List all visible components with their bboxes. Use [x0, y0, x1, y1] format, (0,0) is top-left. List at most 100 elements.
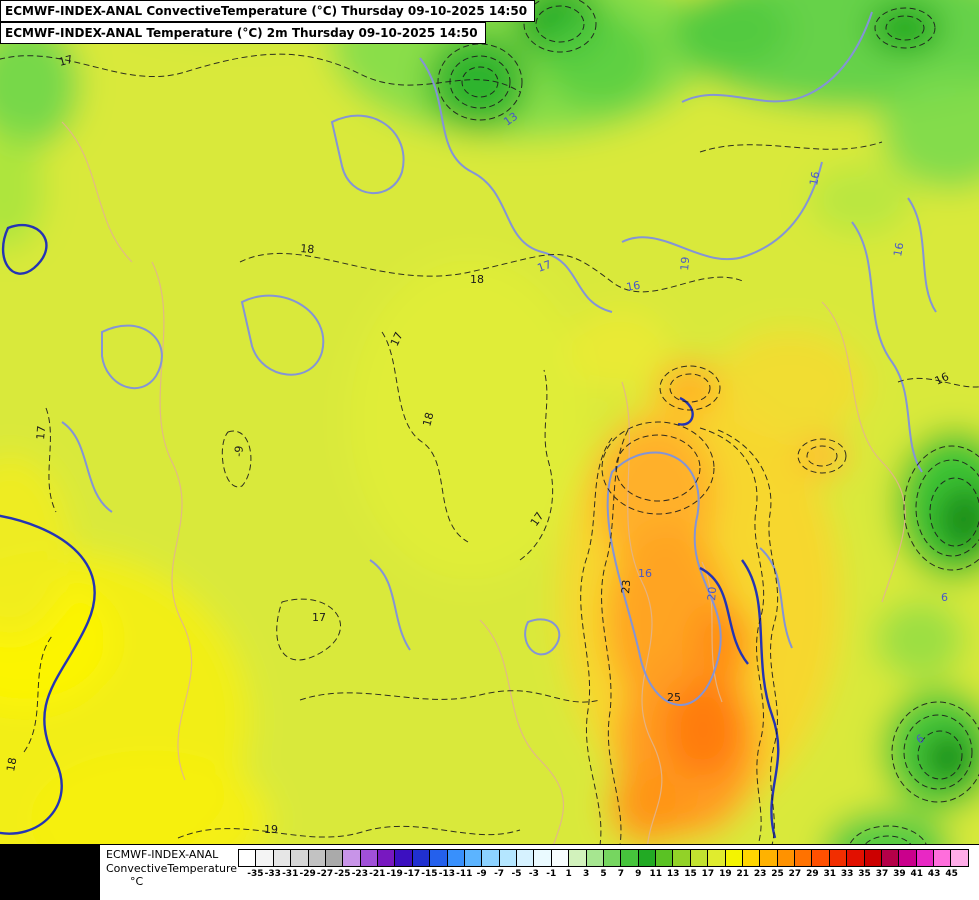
colorbar-tick: -1	[546, 869, 557, 879]
legend-panel: ECMWF-INDEX-ANAL ConvectiveTemperature °…	[100, 844, 979, 900]
title-bar-2m-temperature: ECMWF-INDEX-ANAL Temperature (°C) 2m Thu…	[0, 22, 486, 44]
colorbar-swatch	[551, 850, 570, 866]
contour-label: 17	[34, 425, 48, 440]
colorbar-tick: 7	[617, 869, 625, 879]
colorbar-tick: 27	[788, 869, 802, 879]
colorbar-swatch	[291, 850, 309, 866]
colorbar-tick: 3	[582, 869, 590, 879]
legend-info: ECMWF-INDEX-ANAL ConvectiveTemperature °…	[106, 848, 238, 889]
colorbar-swatch	[343, 850, 361, 866]
colorbar-tick: 31	[823, 869, 837, 879]
colorbar-swatch	[586, 850, 604, 866]
colorbar-tick-labels: -35 -33 -31 -29 -27 -25 -23 -21 -19 -17 -15 -13 -11-…	[238, 867, 969, 881]
colorbar-tick: 45	[945, 869, 958, 879]
colorbar-swatch	[517, 850, 535, 866]
colorbar-tick: -3	[528, 869, 539, 879]
colorbar-swatch	[708, 850, 726, 866]
colorbar-swatch	[325, 850, 344, 866]
colorbar-swatch	[308, 850, 326, 866]
contour-label: 16	[807, 170, 822, 186]
colorbar-swatch	[725, 850, 743, 866]
colorbar-swatch	[847, 850, 865, 866]
legend-corner-spacer	[0, 844, 100, 900]
legend: ECMWF-INDEX-ANAL ConvectiveTemperature °…	[0, 844, 979, 900]
contour-label: 17	[388, 330, 406, 348]
colorbar-tick: 11	[649, 869, 662, 879]
colorbar-tick: -5	[511, 869, 522, 879]
colorbar-swatch	[430, 850, 448, 866]
colorbar-tick: -7	[494, 869, 505, 879]
colorbar-swatch	[482, 850, 500, 866]
colorbar-swatch	[864, 850, 882, 866]
colorbar-swatch	[499, 850, 517, 866]
colorbar-swatch	[951, 850, 968, 866]
colorbar-tick: 25	[771, 869, 784, 879]
legend-unit: °C	[130, 875, 144, 888]
blue-contours	[61, 11, 937, 706]
colorbar-swatch	[638, 850, 656, 866]
colorbar-swatch	[464, 850, 483, 866]
contour-label: 16	[891, 241, 906, 257]
contour-label: 18	[420, 411, 436, 428]
contour-label: 17	[57, 53, 74, 69]
colorbar-tick: -9	[476, 869, 487, 879]
colorbar-tick: 9	[635, 869, 642, 879]
colorbar-swatch	[916, 850, 934, 866]
colorbar-tick: -15	[421, 869, 438, 879]
colorbar-tick: 1	[565, 869, 572, 879]
contour-label: 6	[941, 591, 948, 604]
colorbar-tick: 5	[600, 869, 607, 879]
dark-blue-contours	[0, 223, 780, 839]
colorbar-tick: -31	[282, 869, 299, 879]
colorbar-swatch	[447, 850, 465, 866]
colorbar-swatch	[412, 850, 431, 866]
colorbar-swatch	[829, 850, 848, 866]
colorbar-swatch	[795, 850, 813, 866]
colorbar-swatch	[760, 850, 778, 866]
colorbar-swatch	[673, 850, 691, 866]
colorbar-swatch	[360, 850, 378, 866]
colorbar-tick: -25	[334, 869, 351, 879]
colorbar-swatch	[656, 850, 674, 866]
colorbar-tick: -35	[247, 869, 264, 879]
colorbar-swatch	[777, 850, 795, 866]
colorbar-tick: 23	[753, 869, 767, 879]
colorbar-swatch	[239, 850, 257, 866]
contour-label: 23	[619, 579, 633, 594]
title-bar-convective-temperature: ECMWF-INDEX-ANAL ConvectiveTemperature (…	[0, 0, 536, 22]
colorbar-tick: -19	[386, 869, 403, 879]
colorbar-swatch	[256, 850, 274, 866]
colorbar-swatch	[621, 850, 639, 866]
colorbar-swatches	[238, 849, 969, 867]
contour-label: 20	[705, 586, 719, 601]
colorbar-tick: 15	[684, 869, 697, 879]
colorbar-swatch	[534, 850, 552, 866]
contour-label: 17	[536, 258, 554, 275]
legend-model-name: ECMWF-INDEX-ANAL	[106, 848, 219, 861]
contour-labels: 1718181718-91723251719181617161917161320…	[4, 53, 951, 836]
colorbar-tick: 19	[719, 869, 732, 879]
colorbar-tick: -13	[438, 869, 455, 879]
colorbar-swatch	[899, 850, 917, 866]
colorbar-tick: -17	[403, 869, 421, 879]
colorbar: -35 -33 -31 -29 -27 -25 -23 -21 -19 -17 -15 -13 -11-…	[238, 849, 969, 881]
colorbar-swatch	[742, 850, 761, 866]
contour-label: 19	[264, 823, 278, 836]
contour-label: 18	[300, 242, 315, 256]
colorbar-swatch	[378, 850, 396, 866]
colorbar-tick: 41	[910, 869, 924, 879]
colorbar-tick: 37	[875, 869, 889, 879]
legend-parameter-name: ConvectiveTemperature	[106, 861, 238, 875]
contour-label: 25	[667, 691, 681, 704]
contour-label: 17	[312, 611, 326, 624]
colorbar-tick: 29	[806, 869, 819, 879]
colorbar-tick: 17	[701, 869, 715, 879]
colorbar-tick: -29	[299, 869, 316, 879]
colorbar-swatch	[569, 850, 587, 866]
colorbar-tick: -21	[369, 869, 386, 879]
contour-label: 16	[933, 370, 951, 388]
isotherm-lines	[0, 0, 979, 879]
colorbar-swatch	[273, 850, 292, 866]
contour-label: 19	[678, 256, 692, 271]
